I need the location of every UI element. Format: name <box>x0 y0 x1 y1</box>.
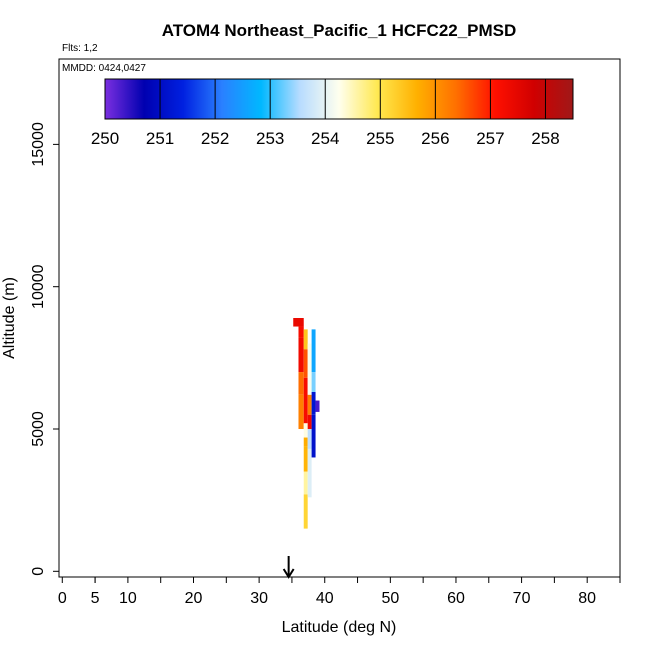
x-tick-label: 40 <box>316 590 334 607</box>
data-cell <box>298 337 304 373</box>
colorbar-tick-label: 256 <box>421 129 449 148</box>
colorbar: 250 251 252 253 254 255 256 257 258 <box>91 78 574 148</box>
data-cell <box>311 372 316 392</box>
x-tick-label: 60 <box>447 590 465 607</box>
data-cell <box>311 329 316 373</box>
y-axis: 0 5000 10000 15000 <box>30 59 60 577</box>
y-tick-label: 5000 <box>30 411 47 447</box>
data-cell <box>303 446 308 472</box>
data-layer <box>293 318 320 529</box>
data-cell <box>307 343 312 395</box>
y-tick-label: 10000 <box>30 264 47 309</box>
data-cell <box>298 326 304 338</box>
colorbar-gradient <box>104 78 574 120</box>
colorbar-tick-label: 253 <box>256 129 284 148</box>
data-cell <box>303 377 308 424</box>
data-cell <box>311 392 316 415</box>
colorbar-tick-label: 254 <box>311 129 339 148</box>
x-tick-label: 70 <box>513 590 531 607</box>
data-cell <box>303 494 308 529</box>
data-cell <box>303 423 308 438</box>
data-cell <box>315 400 320 412</box>
data-cell <box>307 429 312 449</box>
flights-label: Flts: 1,2 <box>62 43 98 54</box>
colorbar-tick-label: 257 <box>476 129 504 148</box>
x-tick-label: 50 <box>381 590 399 607</box>
x-tick-label: 0 <box>58 590 67 607</box>
marker-layer <box>282 556 295 579</box>
data-cell <box>303 437 308 447</box>
x-axis-label: Latitude (deg N) <box>282 619 397 636</box>
dates-label: MMDD: 0424,0427 <box>62 63 146 74</box>
colorbar-tick-label: 252 <box>201 129 229 148</box>
y-tick-label: 0 <box>30 567 47 576</box>
y-axis-label: Altitude (m) <box>1 277 18 359</box>
data-cell <box>307 394 312 415</box>
x-axis: 0 5 10 20 30 40 50 60 70 80 <box>58 576 621 607</box>
data-cell <box>298 394 304 429</box>
x-tick-label: 5 <box>91 590 100 607</box>
data-cell <box>293 318 304 327</box>
x-tick-label: 80 <box>578 590 596 607</box>
data-cell <box>307 414 312 429</box>
x-tick-label: 20 <box>185 590 203 607</box>
data-cell <box>307 448 312 498</box>
data-cell <box>298 372 304 395</box>
colorbar-tick-label: 251 <box>146 129 174 148</box>
data-cell <box>303 329 308 350</box>
x-tick-label: 10 <box>119 590 137 607</box>
colorbar-tick-label: 250 <box>91 129 119 148</box>
data-cell <box>303 471 308 495</box>
x-tick-label: 30 <box>250 590 268 607</box>
chart-title: ATOM4 Northeast_Pacific_1 HCFC22_PMSD <box>162 21 517 40</box>
colorbar-tick-label: 255 <box>366 129 394 148</box>
colorbar-tick-label: 258 <box>531 129 559 148</box>
y-tick-label: 15000 <box>30 122 47 167</box>
data-cell <box>303 349 308 378</box>
data-cell <box>311 414 316 458</box>
